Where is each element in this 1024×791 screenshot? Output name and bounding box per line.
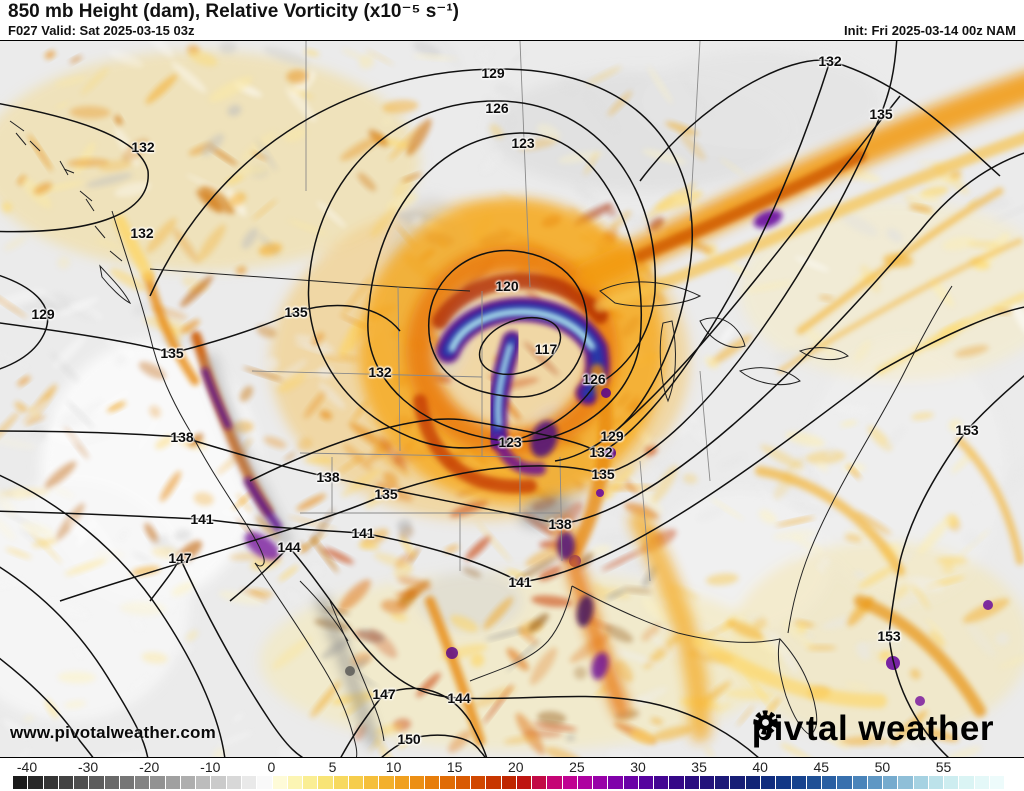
colorbar-cell [180, 776, 196, 789]
colorbar-cells [13, 776, 1005, 789]
colorbar-cell [58, 776, 74, 789]
colorbar-cell [43, 776, 58, 789]
colorbar-cell [165, 776, 180, 789]
colorbar-tick: -40 [16, 759, 38, 775]
colorbar-cell [104, 776, 119, 789]
colorbar-cell [455, 776, 470, 789]
colorbar-cell [577, 776, 593, 789]
logo-text-weather: weather [858, 709, 994, 748]
colorbar-cell [761, 776, 776, 789]
colorbar-cell [638, 776, 654, 789]
colorbar-cell [990, 776, 1005, 789]
colorbar-cell [699, 776, 715, 789]
colorbar-cell [318, 776, 333, 789]
colorbar-tick-labels: -40 -30 -20 -10 0 5 10 15 20 25 30 35 40 45 50 55 [0, 759, 1024, 775]
colorbar-tick: 45 [813, 759, 830, 775]
colorbar-cell [364, 776, 379, 789]
valid-time-label: F027 Valid: Sat 2025-03-15 03z [8, 23, 195, 38]
map-canvas: 132 132 129 135 135 138 141 147 144 129 126 123 120 1… [0, 40, 1024, 758]
vorticity-height-map [0, 41, 1024, 757]
map-header: 850 mb Height (dam), Relative Vorticity … [0, 0, 1024, 40]
colorbar-tick: 25 [569, 759, 585, 775]
colorbar-tick: -10 [200, 759, 221, 775]
colorbar-cell [669, 776, 684, 789]
vorticity-features [114, 72, 1024, 747]
colorbar-tick: 50 [874, 759, 891, 775]
colorbar-tick: 35 [691, 759, 707, 775]
colorbar-cell [532, 776, 547, 789]
init-time-label: Init: Fri 2025-03-14 00z NAM [844, 23, 1016, 38]
colorbar-tick: 15 [446, 759, 463, 775]
colorbar-cell [883, 776, 898, 789]
colorbar-cell [333, 776, 348, 789]
colorbar-cell [287, 776, 303, 789]
geography-borders [9, 41, 953, 757]
colorbar-cell [806, 776, 822, 789]
colorbar-tick: -30 [77, 759, 99, 775]
colorbar-cell [593, 776, 608, 789]
colorbar-cell [608, 776, 623, 789]
colorbar-cell [974, 776, 989, 789]
colorbar-cell [486, 776, 501, 789]
colorbar-cell [715, 776, 730, 789]
colorbar-cell [791, 776, 806, 789]
colorbar-cell [150, 776, 165, 789]
colorbar-cell [409, 776, 425, 789]
colorbar-cell [74, 776, 89, 789]
colorbar-cell [119, 776, 135, 789]
colorbar-cell [654, 776, 669, 789]
colorbar-tick: 30 [630, 759, 646, 775]
colorbar-cell [776, 776, 791, 789]
colorbar-cell [562, 776, 577, 789]
colorbar-cell [730, 776, 745, 789]
colorbar-cell [898, 776, 913, 789]
colorbar-cell [928, 776, 944, 789]
colorbar-cell [211, 776, 226, 789]
colorbar-cell [348, 776, 364, 789]
colorbar-tick: 40 [752, 759, 768, 775]
colorbar-tick: -20 [139, 759, 160, 775]
colorbar-cell [547, 776, 562, 789]
colorbar-cell [241, 776, 257, 789]
logo-text-tal: tal [805, 709, 849, 748]
colorbar-cell [257, 776, 272, 789]
colorbar-cell [272, 776, 287, 789]
colorbar-tick: 55 [935, 759, 952, 775]
colorbar-cell [684, 776, 699, 789]
colorbar: -40 -30 -20 -10 0 5 10 15 20 25 30 35 40 45 50 55 [0, 758, 1024, 791]
colorbar-tick: 10 [385, 759, 402, 775]
colorbar-cell [623, 776, 638, 789]
colorbar-cell [913, 776, 928, 789]
colorbar-cell [822, 776, 837, 789]
colorbar-tick: 20 [508, 759, 524, 775]
colorbar-cell [196, 776, 211, 789]
colorbar-cell [501, 776, 516, 789]
pivotal-weather-logo: piv tal weather [752, 709, 994, 749]
colorbar-cell [226, 776, 241, 789]
colorbar-tick: 0 [267, 759, 276, 775]
colorbar-cell [745, 776, 761, 789]
colorbar-cell [13, 776, 28, 789]
colorbar-cell [394, 776, 409, 789]
colorbar-cell [959, 776, 974, 789]
colorbar-cell [303, 776, 318, 789]
colorbar-tick: 5 [328, 759, 337, 775]
colorbar-cell [867, 776, 883, 789]
watermark-url: www.pivotalweather.com [10, 723, 216, 742]
colorbar-cell [28, 776, 43, 789]
map-title: 850 mb Height (dam), Relative Vorticity … [8, 1, 459, 22]
height-contours [0, 41, 1024, 757]
colorbar-cell [135, 776, 150, 789]
colorbar-cell [440, 776, 455, 789]
colorbar-cell [852, 776, 867, 789]
colorbar-cell [516, 776, 532, 789]
colorbar-cell [379, 776, 394, 789]
colorbar-cell [837, 776, 852, 789]
colorbar-cell [944, 776, 959, 789]
colorbar-cell [89, 776, 104, 789]
colorbar-cell [470, 776, 486, 789]
colorbar-cell [425, 776, 440, 789]
